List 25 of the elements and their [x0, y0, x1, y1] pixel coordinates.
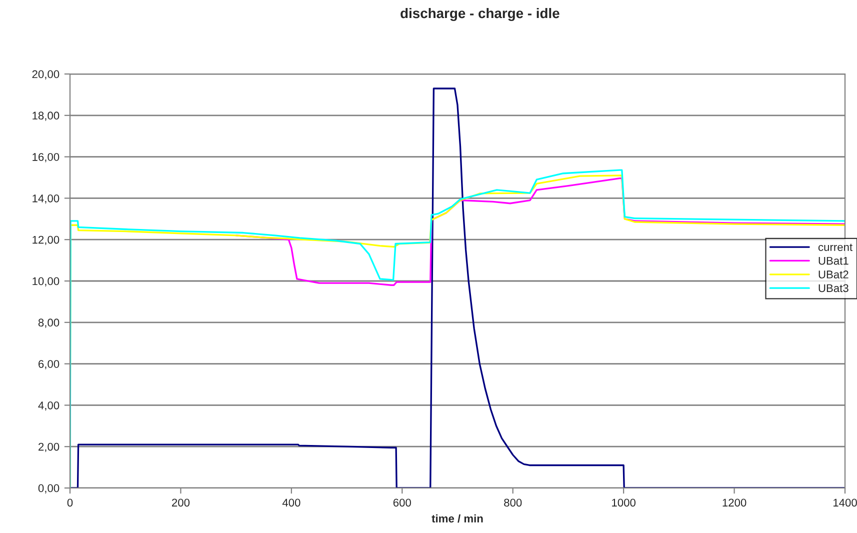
y-tick-label: 20,00	[32, 70, 60, 80]
legend-label: UBat1	[818, 256, 848, 265]
x-tick-label: 200	[172, 498, 190, 507]
x-tick-label: 1200	[722, 498, 746, 507]
y-tick-label: 6,00	[38, 360, 60, 370]
y-tick-label: 14,00	[32, 194, 60, 204]
y-tick-label: 12,00	[32, 236, 60, 246]
x-axis-title: time / min	[432, 514, 483, 523]
y-tick-label: 16,00	[32, 153, 60, 162]
y-tick-label: 2,00	[38, 442, 60, 452]
x-tick-label: 1000	[612, 498, 636, 507]
x-tick-label: 400	[282, 498, 300, 507]
legend-label: current	[818, 244, 852, 252]
y-tick-label: 8,00	[38, 318, 60, 328]
y-tick-label: 10,00	[32, 277, 60, 286]
y-tick-label: 0,00	[38, 484, 60, 494]
x-tick-label: 0	[67, 498, 73, 507]
legend-label: UBat2	[818, 270, 848, 278]
y-tick-label: 18,00	[32, 112, 60, 121]
x-tick-label: 1400	[833, 498, 857, 507]
x-tick-label: 600	[393, 498, 411, 507]
x-tick-label: 800	[504, 498, 522, 507]
legend-label: UBat3	[818, 284, 848, 292]
y-tick-label: 4,00	[38, 401, 60, 411]
chart-title: discharge - charge - idle	[400, 8, 560, 22]
